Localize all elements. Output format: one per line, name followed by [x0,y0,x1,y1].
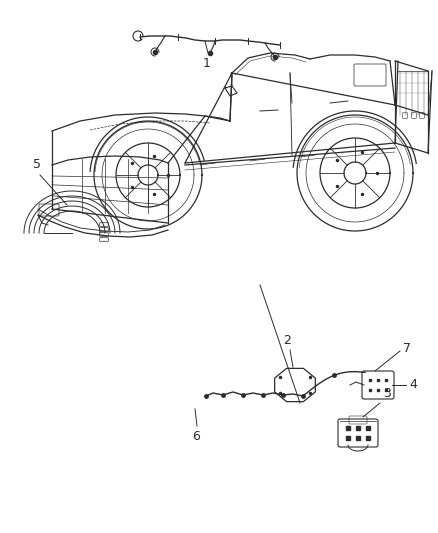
Text: 7: 7 [403,343,411,356]
Text: 5: 5 [33,158,41,171]
Text: 6: 6 [192,430,200,443]
Text: 1: 1 [203,57,211,70]
Text: 3: 3 [383,387,391,400]
Text: 4: 4 [409,378,417,392]
Text: 2: 2 [283,334,291,347]
